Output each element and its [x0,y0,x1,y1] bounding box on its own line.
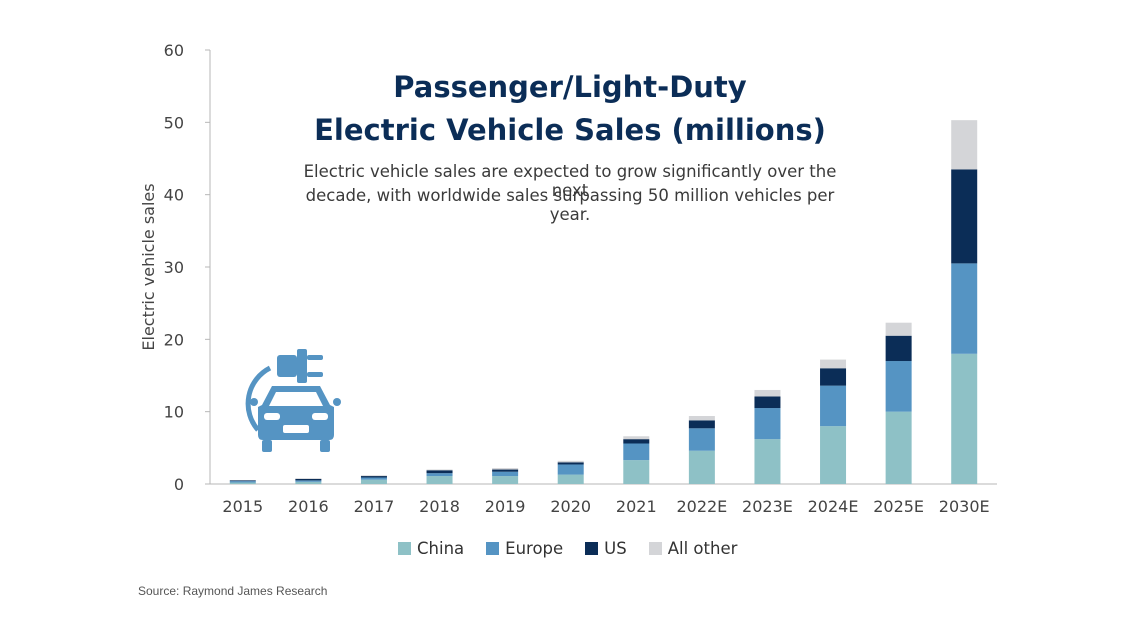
bar-europe-2017 [360,477,387,480]
legend-swatch [486,542,500,555]
bar-china-2025e [885,411,912,484]
bar-china-2021 [623,460,650,484]
bar-all-other-2025e [885,322,912,336]
legend: China Europe US All other [398,539,759,558]
bar-all-other-2021 [623,436,650,440]
y-axis-label: Electric vehicle sales [139,183,158,350]
x-tick-label: 2021 [616,497,657,516]
chart-subtitle-line2: decade, with worldwide sales surpassing … [305,186,835,224]
x-tick-label: 2024E [808,497,859,516]
bar-europe-2022e [688,428,715,451]
bar-all-other-2023e [754,389,781,397]
bar-us-2019 [492,469,519,472]
y-tick-label: 40 [164,186,184,205]
x-tick-label: 2023E [742,497,793,516]
legend-label: All other [667,539,738,558]
bar-all-other-2017 [360,475,387,477]
bar-us-2021 [623,439,650,444]
y-tick-label: 50 [164,113,184,132]
bar-europe-2016 [295,480,322,482]
y-tick-label: 20 [164,330,184,349]
legend-swatch [585,542,599,555]
bar-us-2024e [820,368,847,386]
source-note: Source: Raymond James Research [138,584,328,598]
chart-title-line1: Passenger/Light-Duty [393,70,747,104]
bar-us-2020 [557,462,584,465]
bar-all-other-2030e [951,120,978,170]
x-tick-label: 2018 [419,497,460,516]
y-tick-label: 10 [164,403,184,422]
y-tick-label: 30 [164,258,184,277]
chart-title-line2: Electric Vehicle Sales (millions) [314,113,826,147]
bar-europe-2021 [623,443,650,461]
bar-all-other-2018 [426,469,453,471]
bar-china-2024e [820,426,847,484]
axes: 0 10 20 30 40 50 60 Electric vehicle sales 2015 2… [139,41,997,516]
legend-label: China [417,539,465,558]
bar-all-other-2022e [688,416,715,421]
bars [229,120,978,484]
x-tick-label: 2022E [676,497,727,516]
bar-china-2022e [688,450,715,484]
bar-all-other-2016 [295,478,322,479]
legend-label: US [604,539,627,558]
bar-all-other-2020 [557,460,584,463]
x-tick-label: 2030E [939,497,990,516]
legend-swatch [648,542,662,555]
x-tick-label: 2020 [550,497,591,516]
legend-item: China [398,539,464,558]
bar-us-2030e [951,169,978,264]
bar-europe-2023e [754,408,781,440]
bar-us-2018 [426,470,453,474]
bar-all-other-2019 [492,468,519,470]
bar-europe-2019 [492,471,519,477]
legend-item: All other [648,539,738,558]
legend-item: Europe [486,539,563,558]
bar-china-2015 [229,482,256,484]
bar-china-2017 [360,479,387,484]
legend-item: US [585,539,627,558]
y-tick-label: 60 [164,41,184,60]
y-tick-label: 0 [174,475,184,494]
bar-europe-2018 [426,473,453,477]
bar-us-2015 [229,480,256,482]
x-tick-label: 2016 [288,497,329,516]
bar-all-other-2024e [820,359,847,369]
bar-europe-2015 [229,481,256,483]
bar-china-2019 [492,476,519,484]
bar-europe-2030e [951,263,978,354]
bar-china-2016 [295,481,322,484]
bar-us-2022e [688,420,715,429]
bar-us-2025e [885,335,912,362]
bar-europe-2020 [557,464,584,475]
legend-label: Europe [505,539,564,558]
x-tick-label: 2017 [354,497,395,516]
bar-china-2023e [754,439,781,484]
bar-us-2023e [754,396,781,409]
bar-us-2017 [360,476,387,478]
bar-us-2016 [295,478,322,481]
electric-car-plug-icon [245,349,341,452]
legend-swatch [398,542,411,555]
bar-europe-2024e [820,385,847,427]
x-tick-label: 2015 [222,497,263,516]
bar-china-2018 [426,476,453,484]
bar-china-2020 [557,474,584,484]
bar-europe-2025e [885,361,912,412]
bar-china-2030e [951,353,978,484]
x-tick-label: 2019 [485,497,526,516]
x-tick-label: 2025E [873,497,924,516]
chart-subtitle-line1: Electric vehicle sales are expected to g… [303,162,837,200]
